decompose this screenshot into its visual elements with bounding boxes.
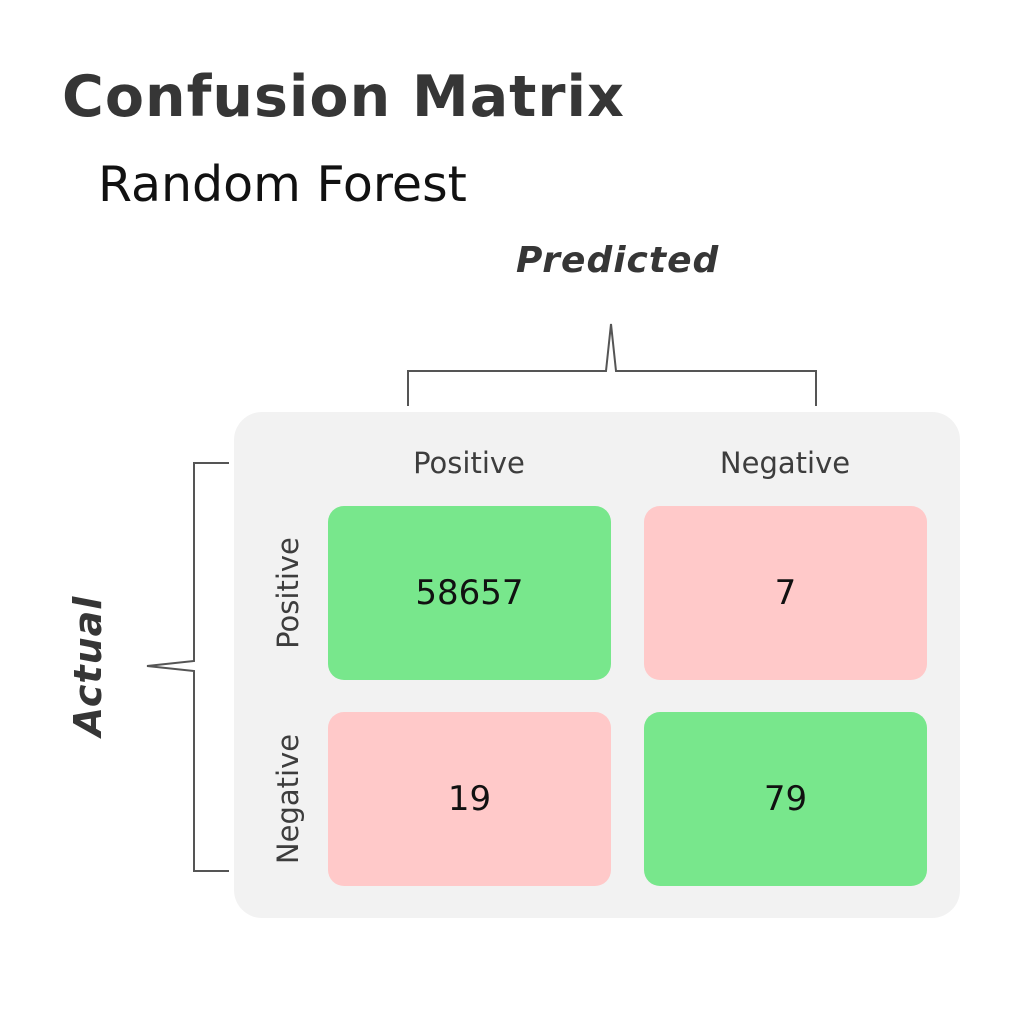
matrix-cell-actual-negative-predicted-negative: 79 [644, 712, 927, 886]
matrix-cell-actual-negative-predicted-positive: 19 [328, 712, 611, 886]
chart-subtitle: Random Forest [98, 156, 467, 213]
row-label-negative: Negative [271, 733, 305, 865]
x-axis-title: Predicted [516, 240, 720, 281]
col-label-negative: Negative [719, 446, 851, 480]
actual-bracket [146, 462, 229, 872]
matrix-cell-actual-positive-predicted-negative: 7 [644, 506, 927, 680]
predicted-bracket [407, 323, 817, 406]
matrix-cell-actual-positive-predicted-positive: 58657 [328, 506, 611, 680]
row-label-positive: Positive [271, 537, 305, 649]
col-label-positive: Positive [413, 446, 525, 480]
chart-title: Confusion Matrix [62, 64, 625, 130]
